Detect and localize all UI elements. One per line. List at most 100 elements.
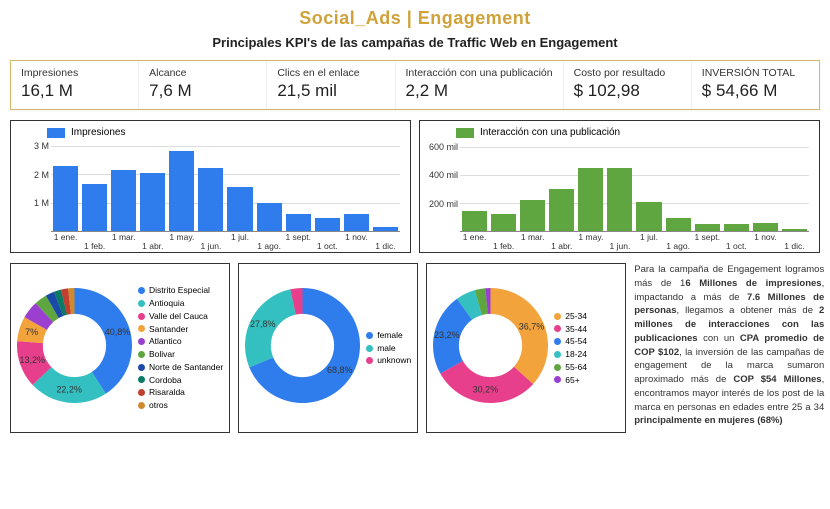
legend-swatch <box>456 128 474 138</box>
kpi-card: Clics en el enlace 21,5 mil <box>267 61 395 109</box>
x-tick-label: 1 feb. <box>493 241 514 251</box>
kpi-value: 21,5 mil <box>277 81 384 101</box>
page-title: Social_Ads | Engagement <box>10 8 820 29</box>
bar <box>549 189 574 231</box>
bar <box>373 227 398 231</box>
x-tick-label: 1 ene. <box>54 232 78 242</box>
bar <box>578 168 603 231</box>
legend-item: otros <box>138 399 223 412</box>
bar <box>491 214 516 231</box>
kpi-label: INVERSIÓN TOTAL <box>702 67 809 79</box>
legend-item: 45-54 <box>554 335 587 348</box>
bar <box>607 168 632 231</box>
donut-slice <box>491 288 549 384</box>
donut-gender: 68,8%27,8% femalemaleunknown <box>238 263 418 433</box>
legend-item: Risaralda <box>138 386 223 399</box>
legend-item: Santander <box>138 323 223 336</box>
x-tick-label: 1 may. <box>169 232 194 242</box>
bar <box>198 168 223 231</box>
bar <box>695 224 720 231</box>
kpi-card: INVERSIÓN TOTAL $ 54,66 M <box>692 61 819 109</box>
bar <box>636 202 661 231</box>
legend-item: Antioquia <box>138 297 223 310</box>
bar <box>753 223 778 231</box>
kpi-row: Impresiones 16,1 M Alcance 7,6 M Clics en el… <box>10 60 820 110</box>
bar <box>53 166 78 231</box>
chart-interaccion: Interacción con una publicación 200 mil4… <box>419 120 820 253</box>
donut-slice-label: 23,2% <box>434 330 460 340</box>
bar <box>315 218 340 231</box>
x-tick-label: 1 jun. <box>610 241 631 251</box>
legend-item: unknown <box>366 354 411 367</box>
kpi-value: 16,1 M <box>21 81 128 101</box>
kpi-label: Costo por resultado <box>574 67 681 79</box>
x-tick-label: 1 dic. <box>375 241 395 251</box>
donut-slice-label: 13,2% <box>19 355 45 365</box>
kpi-label: Impresiones <box>21 67 128 79</box>
legend-swatch <box>47 128 65 138</box>
kpi-card: Alcance 7,6 M <box>139 61 267 109</box>
kpi-value: $ 54,66 M <box>702 81 809 101</box>
legend-label: Impresiones <box>71 127 125 138</box>
legend-item: 55-64 <box>554 361 587 374</box>
kpi-card: Impresiones 16,1 M <box>11 61 139 109</box>
x-tick-label: 1 ene. <box>463 232 487 242</box>
x-tick-label: 1 ago. <box>666 241 690 251</box>
kpi-card: Interacción con una publicación 2,2 M <box>396 61 564 109</box>
bar <box>724 224 749 231</box>
kpi-label: Clics en el enlace <box>277 67 384 79</box>
donut-age: 36,7%30,2%23,2% 25-3435-4445-5418-2455-6… <box>426 263 626 433</box>
x-tick-label: 1 jul. <box>231 232 249 242</box>
bar <box>666 218 691 231</box>
donut-slice-label: 36,7% <box>519 322 545 332</box>
legend-item: Valle del Cauca <box>138 310 223 323</box>
donut-slice-label: 30,2% <box>473 384 499 394</box>
legend-item: Bolivar <box>138 348 223 361</box>
legend-item: 25-34 <box>554 310 587 323</box>
bar <box>82 184 107 231</box>
x-tick-label: 1 dic. <box>784 241 804 251</box>
donut-slice-label: 68,8% <box>327 365 353 375</box>
legend-label: Interacción con una publicación <box>480 127 620 138</box>
bar <box>140 173 165 231</box>
kpi-label: Alcance <box>149 67 256 79</box>
x-tick-label: 1 feb. <box>84 241 105 251</box>
legend-item: Cordoba <box>138 374 223 387</box>
legend-item: Distrito Especial <box>138 284 223 297</box>
x-tick-label: 1 jun. <box>201 241 222 251</box>
x-tick-label: 1 oct. <box>726 241 747 251</box>
legend-item: Atlantico <box>138 335 223 348</box>
x-tick-label: 1 jul. <box>640 232 658 242</box>
x-tick-label: 1 mar. <box>112 232 136 242</box>
page-subtitle: Principales KPI's de las campañas de Tra… <box>10 35 820 50</box>
legend-item: female <box>366 329 411 342</box>
donut-slice-label: 22,2% <box>56 384 82 394</box>
bar <box>344 214 369 231</box>
x-tick-label: 1 abr. <box>551 241 572 251</box>
donut-slice-label: 7% <box>25 327 38 337</box>
summary-paragraph: Para la campaña de Engagement logramos m… <box>634 263 824 433</box>
donut-region: 40,8% 22,2% 13,2% 7% Distrito EspecialAntio… <box>10 263 230 433</box>
x-tick-label: 1 ago. <box>257 241 281 251</box>
x-tick-label: 1 mar. <box>521 232 545 242</box>
legend-item: male <box>366 342 411 355</box>
x-tick-label: 1 abr. <box>142 241 163 251</box>
kpi-value: 2,2 M <box>406 81 553 101</box>
legend-item: 65+ <box>554 374 587 387</box>
kpi-label: Interacción con una publicación <box>406 67 553 79</box>
x-tick-label: 1 oct. <box>317 241 338 251</box>
x-tick-label: 1 nov. <box>345 232 368 242</box>
bar <box>520 200 545 231</box>
bar <box>169 151 194 231</box>
kpi-value: 7,6 M <box>149 81 256 101</box>
legend-item: 18-24 <box>554 348 587 361</box>
legend-item: Norte de Santander <box>138 361 223 374</box>
x-tick-label: 1 sept. <box>285 232 311 242</box>
bar <box>782 229 807 231</box>
donut-slice-label: 40,8% <box>105 327 131 337</box>
x-tick-label: 1 nov. <box>754 232 777 242</box>
bar <box>462 211 487 231</box>
x-tick-label: 1 sept. <box>694 232 720 242</box>
kpi-value: $ 102,98 <box>574 81 681 101</box>
bar <box>227 187 252 231</box>
